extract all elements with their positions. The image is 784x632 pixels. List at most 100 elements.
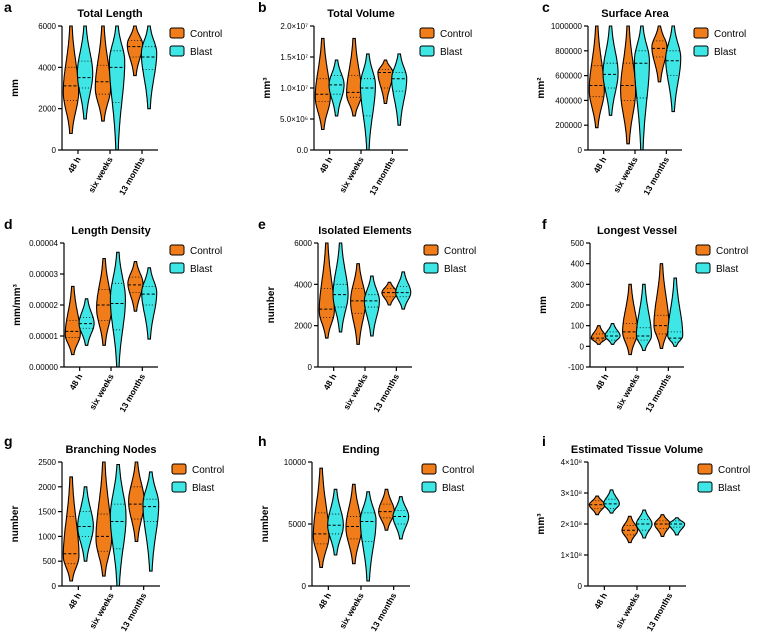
y-tick-label: 400: [571, 260, 585, 269]
violin-blast-0: [78, 298, 95, 346]
violin-blast-2: [141, 267, 158, 340]
panel-f: f Longest Vessel mm -100 0 100 200 300 400 500 48 …: [538, 216, 748, 414]
y-tick-label: 0.00000: [29, 363, 58, 372]
legend-swatch-control: [169, 244, 185, 256]
y-tick-label: 2.0×10⁷: [280, 22, 308, 31]
x-tick-label: 48 h: [317, 155, 334, 175]
y-tick-label: 500: [43, 557, 57, 566]
legend-swatch-control: [419, 27, 435, 39]
y-tick-label: 600000: [555, 72, 582, 81]
y-tick-label: 2500: [38, 458, 56, 467]
legend-label-control: Control: [440, 29, 472, 40]
y-tick-label: 1000000: [551, 22, 583, 31]
y-tick-label: 200000: [555, 121, 582, 130]
y-axis-label: mm³: [262, 77, 273, 99]
panel-letter: d: [4, 216, 13, 232]
panel-h: h Ending number 0 5000 10000 48 h six weeks 13 m…: [258, 433, 474, 632]
violin-blast-1: [109, 251, 126, 368]
legend-label-control: Control: [190, 246, 222, 257]
panel-letter: b: [258, 0, 267, 15]
legend-label-control: Control: [442, 465, 474, 476]
violin-blast-0: [332, 242, 349, 333]
panel-a: a Total Length mm 0 2000 4000 6000 48 h six week…: [4, 0, 222, 197]
legend-label-blast: Blast: [442, 483, 464, 494]
panel-e: e Isolated Elements number 0 2000 4000 6000 48 …: [258, 216, 476, 414]
y-tick-label: 200: [571, 301, 585, 310]
y-tick-label: 1×10⁸: [561, 551, 582, 560]
chart-title: Total Length: [77, 8, 142, 20]
x-tick-label: 13 months: [117, 155, 147, 197]
chart-title: Total Volume: [327, 8, 394, 20]
legend-swatch-control: [423, 244, 439, 256]
y-tick-label: 800000: [555, 47, 582, 56]
violin-control-1: [621, 515, 639, 544]
y-tick-label: 300: [571, 280, 585, 289]
y-tick-label: 0.00002: [29, 301, 58, 310]
violin-control-0: [62, 476, 80, 582]
x-tick-label: six weeks: [611, 155, 640, 195]
violin-blast-1: [359, 53, 376, 151]
y-axis-label: mm: [10, 79, 21, 97]
violin-control-2: [381, 281, 398, 306]
violin-control-2: [651, 25, 668, 83]
legend-label-control: Control: [444, 246, 476, 257]
violin-control-1: [345, 483, 363, 565]
chart-title: Surface Area: [601, 8, 669, 20]
legend-label-blast: Blast: [440, 47, 462, 58]
violin-blast-0: [327, 488, 344, 556]
panel-letter: h: [258, 433, 267, 449]
x-tick-label: 13 months: [368, 591, 398, 632]
x-tick-label: 13 months: [118, 591, 148, 632]
violin-control-2: [378, 488, 395, 531]
legend-swatch-control: [169, 27, 185, 39]
violin-control-0: [62, 25, 80, 135]
y-tick-label: 4×10⁸: [561, 458, 582, 467]
y-tick-label: 0: [308, 363, 313, 372]
x-tick-label: six weeks: [87, 372, 116, 412]
violin-control-2: [127, 261, 144, 312]
chart-title: Branching Nodes: [65, 444, 156, 456]
y-tick-label: 0: [52, 146, 57, 155]
violin-blast-2: [391, 53, 408, 126]
panel-letter: a: [4, 0, 12, 15]
x-tick-label: 48 h: [591, 155, 608, 175]
x-tick-label: 48 h: [321, 372, 338, 392]
y-tick-label: 1.5×10⁷: [280, 53, 308, 62]
y-tick-label: 2000: [38, 105, 56, 114]
violin-control-0: [312, 467, 330, 568]
y-tick-label: 0.00001: [29, 332, 58, 341]
y-tick-label: 1500: [38, 508, 56, 517]
chart-title: Ending: [342, 444, 379, 456]
y-tick-label: 1.0×10⁷: [280, 84, 308, 93]
legend-swatch-control: [171, 463, 187, 475]
violin-blast-1: [635, 283, 652, 352]
x-tick-label: 48 h: [593, 372, 610, 392]
legend-swatch-blast: [169, 262, 185, 274]
violin-control-0: [318, 242, 335, 339]
panel-letter: g: [4, 433, 13, 449]
violin-blast-0: [602, 25, 619, 116]
legend-label-control: Control: [190, 29, 222, 40]
violin-blast-2: [392, 496, 410, 540]
panel-letter: i: [542, 433, 546, 449]
y-tick-label: 2000: [38, 483, 56, 492]
violin-control-2: [126, 25, 144, 77]
legend-swatch-blast: [419, 45, 435, 57]
legend-label-blast: Blast: [190, 264, 212, 275]
chart-title: Estimated Tissue Volume: [571, 444, 703, 456]
legend-swatch-control: [695, 244, 711, 256]
violin-control-2: [377, 59, 394, 105]
violin-blast-2: [395, 271, 412, 310]
x-tick-label: 13 months: [643, 372, 673, 414]
y-tick-label: 0: [578, 146, 583, 155]
y-axis-label: mm²: [536, 77, 547, 99]
violin-control-1: [95, 461, 113, 577]
x-tick-label: six weeks: [613, 372, 642, 412]
y-tick-label: 3×10⁸: [561, 489, 582, 498]
panel-g: g Branching Nodes number 0 500 1000 1500 2000 25…: [4, 433, 224, 632]
legend-label-blast: Blast: [192, 483, 214, 494]
violin-blast-0: [603, 489, 620, 514]
y-tick-label: 4000: [38, 63, 56, 72]
legend-label-control: Control: [714, 29, 746, 40]
y-tick-label: 10000: [284, 458, 307, 467]
